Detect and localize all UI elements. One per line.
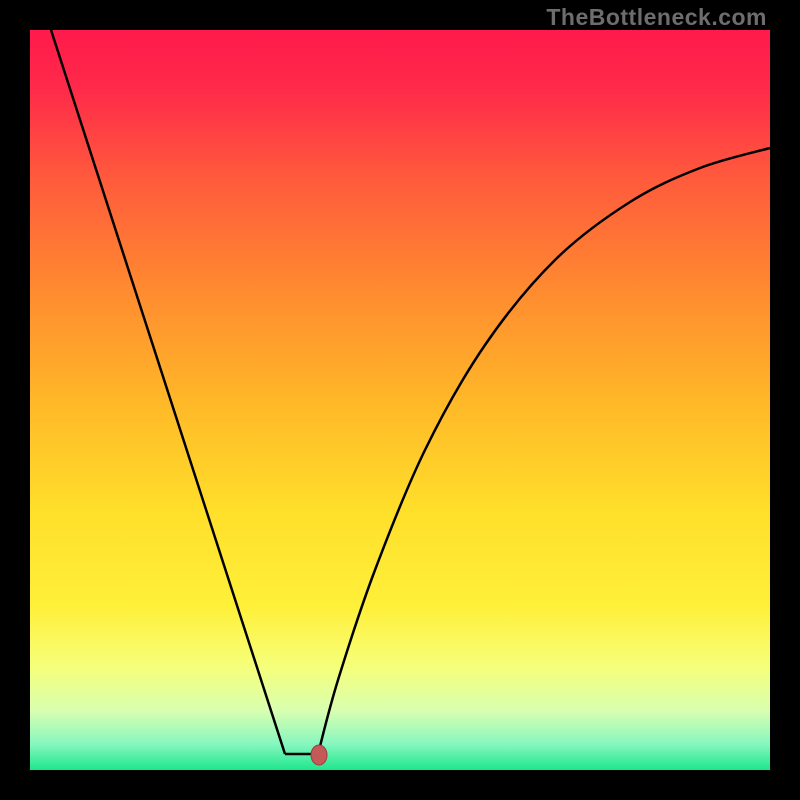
curve-layer [30, 30, 770, 770]
plot-area [30, 30, 770, 770]
bottleneck-curve-right [318, 148, 770, 754]
bottleneck-curve-left [51, 30, 285, 754]
optimum-marker [311, 745, 327, 765]
watermark-text: TheBottleneck.com [546, 4, 767, 31]
bottleneck-chart: TheBottleneck.com [0, 0, 800, 800]
